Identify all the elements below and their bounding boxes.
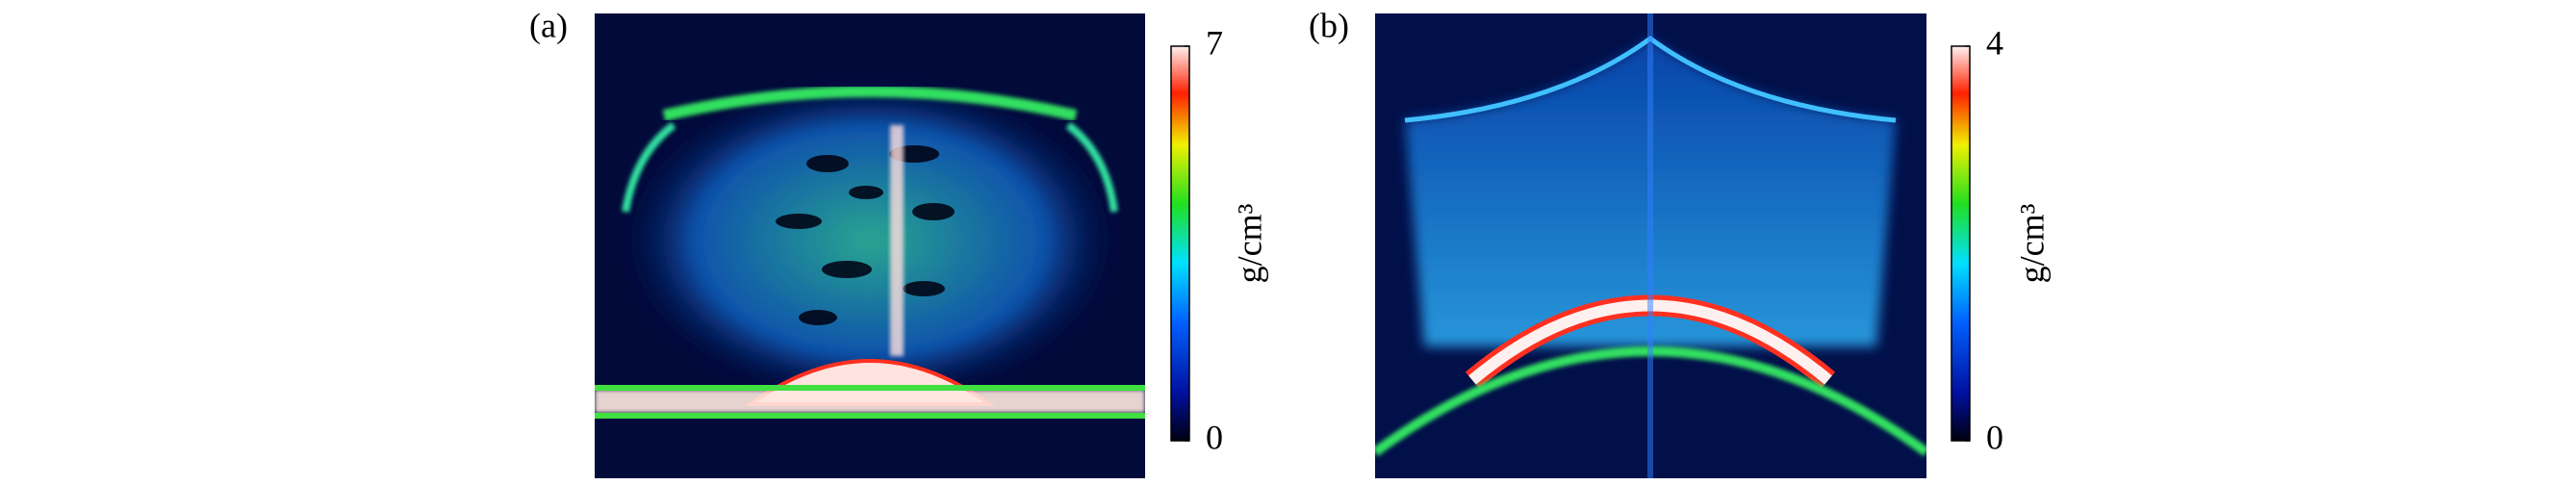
colorbar-tick-label: 4 — [1986, 23, 2003, 62]
image-b — [1375, 13, 1926, 478]
colorbar-tick-label: 7 — [1206, 23, 1223, 62]
colorbar-tick-label: 0 — [1986, 418, 2003, 456]
panel-label: (a) — [529, 6, 568, 44]
colorbar — [1951, 45, 1971, 442]
panel-label: (b) — [1309, 6, 1349, 44]
colorbar — [1170, 45, 1190, 442]
colorbar-label: g/cm³ — [2012, 203, 2051, 283]
colorbar-tick-label: 0 — [1206, 418, 1223, 456]
colorbar-label: g/cm³ — [1230, 203, 1268, 283]
image-a — [595, 13, 1145, 478]
